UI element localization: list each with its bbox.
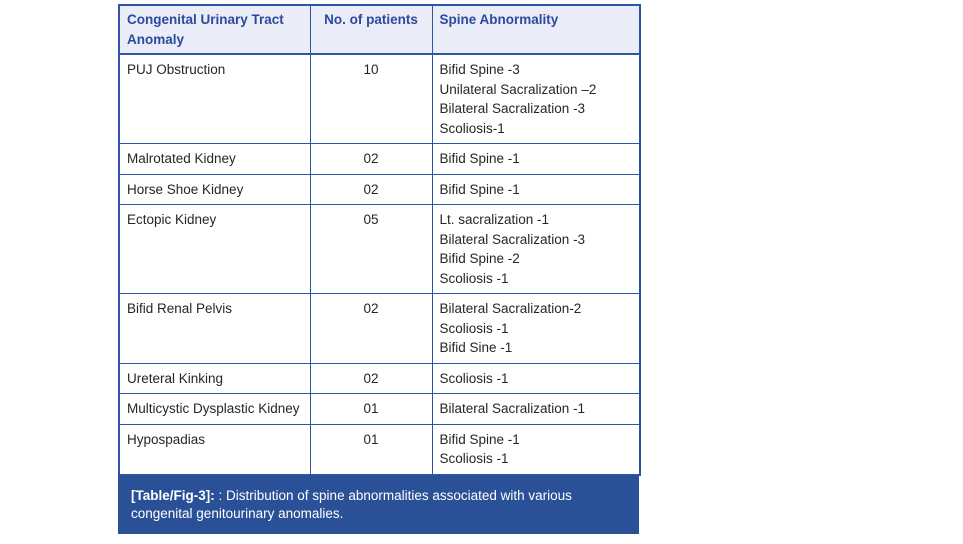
patients-cell: 02 — [309, 173, 433, 205]
spine-abnormality-line: Bifid Sine -1 — [439, 340, 513, 355]
spine-cell: Bilateral Sacralization-2 Scoliosis -1 Bif… — [431, 293, 641, 364]
anomaly-cell: Multicystic Dysplastic Kidney — [118, 393, 311, 425]
anomaly-cell: PUJ Obstruction — [118, 53, 311, 144]
spine-abnormality-line: Bilateral Sacralization -1 — [439, 401, 586, 416]
spine-cell: Bifid Spine -1 — [431, 173, 641, 205]
table-row: Horse Shoe Kidney 02 Bifid Spine -1 — [118, 173, 641, 205]
patients-cell: 02 — [309, 143, 433, 175]
spine-cell: Bifid Spine -3 Unilateral Sacralization –… — [431, 53, 641, 144]
patients-cell: 05 — [309, 204, 433, 294]
header-row: Congenital Urinary Tract Anomaly No. of … — [118, 4, 641, 55]
patients-cell: 02 — [309, 293, 433, 364]
spine-cell: Scoliosis -1 — [431, 362, 641, 394]
patients-cell: 01 — [309, 423, 433, 475]
spine-abnormality-line: Lt. sacralization -1 — [439, 212, 550, 227]
col-header-patients: No. of patients — [309, 4, 433, 55]
anomaly-cell: Ectopic Kidney — [118, 204, 311, 294]
spine-abnormality-line: Bifid Spine -2 — [439, 251, 520, 266]
spine-abnormality-line: Scoliosis -1 — [439, 370, 509, 386]
table-row: Malrotated Kidney 02 Bifid Spine -1 — [118, 143, 641, 175]
table-row: Hypospadias 01 Bifid Spine -1 Scoliosis -… — [118, 423, 641, 475]
spine-abnormality-line: Scoliosis -1 — [439, 451, 509, 466]
anomaly-cell: Malrotated Kidney — [118, 143, 311, 175]
table-row: PUJ Obstruction 10 Bifid Spine -3 Unilate… — [118, 53, 641, 144]
col-header-anomaly: Congenital Urinary Tract Anomaly — [118, 4, 311, 55]
spine-abnormality-line: Bilateral Sacralization -3 — [439, 231, 586, 247]
patients-cell: 10 — [309, 53, 433, 144]
spine-abnormality-line: Bilateral Sacralization-2 — [439, 301, 582, 316]
anomaly-cell: Ureteral Kinking — [118, 362, 311, 394]
spine-cell: Bifid Spine -1 — [431, 143, 641, 175]
patients-cell: 02 — [309, 362, 433, 394]
spine-abnormality-line: Bifid Spine -1 — [439, 431, 520, 447]
table-caption-text: : Distribution of spine abnormalities as… — [131, 487, 572, 521]
spine-abnormality-line: Bifid Spine -1 — [439, 151, 520, 166]
spine-cell: Bifid Spine -1 Scoliosis -1 — [431, 423, 641, 475]
anomaly-cell: Hypospadias — [118, 423, 311, 475]
spine-abnormality-line: Scoliosis -1 — [439, 270, 509, 286]
table-row: Ureteral Kinking 02 Scoliosis -1 — [118, 362, 641, 394]
spine-abnormality-line: Scoliosis -1 — [439, 320, 509, 336]
table-caption: [Table/Fig-3]: : Distribution of spine a… — [118, 475, 639, 534]
anomaly-cell: Bifid Renal Pelvis — [118, 293, 311, 364]
spine-abnormality-line: Bifid Spine -3 — [439, 62, 520, 77]
table-caption-label: [Table/Fig-3]: — [131, 487, 215, 503]
table-body: PUJ Obstruction 10 Bifid Spine -3 Unilate… — [118, 53, 641, 475]
table-row: Bifid Renal Pelvis 02 Bilateral Sacraliz… — [118, 293, 641, 364]
col-header-spine: Spine Abnormality — [431, 4, 641, 55]
spine-abnormality-line: Scoliosis-1 — [439, 120, 505, 136]
patients-cell: 01 — [309, 393, 433, 425]
spine-abnormality-line: Bifid Spine -1 — [439, 181, 520, 197]
spine-cell: Bilateral Sacralization -1 — [431, 393, 641, 425]
spine-abnormality-line: Bilateral Sacralization -3 — [439, 101, 586, 116]
table-row: Multicystic Dysplastic Kidney 01 Bilater… — [118, 393, 641, 425]
table-row: Ectopic Kidney 05 Lt. sacralization -1 Bi… — [118, 204, 641, 294]
spine-abnormality-table: Congenital Urinary Tract Anomaly No. of … — [118, 4, 641, 476]
spine-abnormality-line: Unilateral Sacralization –2 — [439, 81, 597, 97]
spine-cell: Lt. sacralization -1 Bilateral Sacralizat… — [431, 204, 641, 294]
anomaly-cell: Horse Shoe Kidney — [118, 173, 311, 205]
table-fig-3: Congenital Urinary Tract Anomaly No. of … — [118, 4, 641, 534]
